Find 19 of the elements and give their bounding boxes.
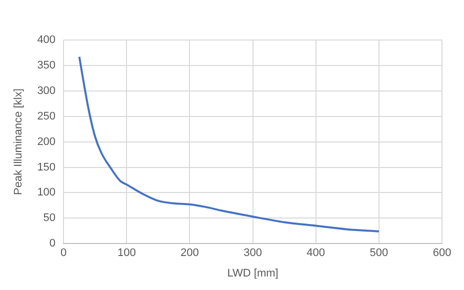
x-tick-label: 0 [60,247,67,260]
y-tick-label: 300 [37,84,56,97]
x-axis-title: LWD [mm] [227,267,278,280]
y-tick-label: 0 [49,238,56,250]
y-tick-label: 100 [37,186,56,199]
y-tick-label: 250 [37,110,56,122]
y-axis-title: Peak Illuminance [klx] [12,88,25,195]
x-tick-label: 500 [370,247,388,260]
y-tick-label: 50 [43,212,56,224]
x-tick-label: 200 [180,247,199,260]
y-tick-label: 150 [37,161,56,174]
x-tick-label: 600 [432,247,452,260]
y-tick-label: 200 [37,136,56,148]
line-series [78,56,380,232]
x-tick-label: 300 [244,247,262,260]
y-tick-label: 400 [37,34,56,46]
y-tick-label: 350 [37,59,56,72]
x-tick-label: 400 [306,247,326,260]
x-tick-label: 100 [117,247,136,260]
